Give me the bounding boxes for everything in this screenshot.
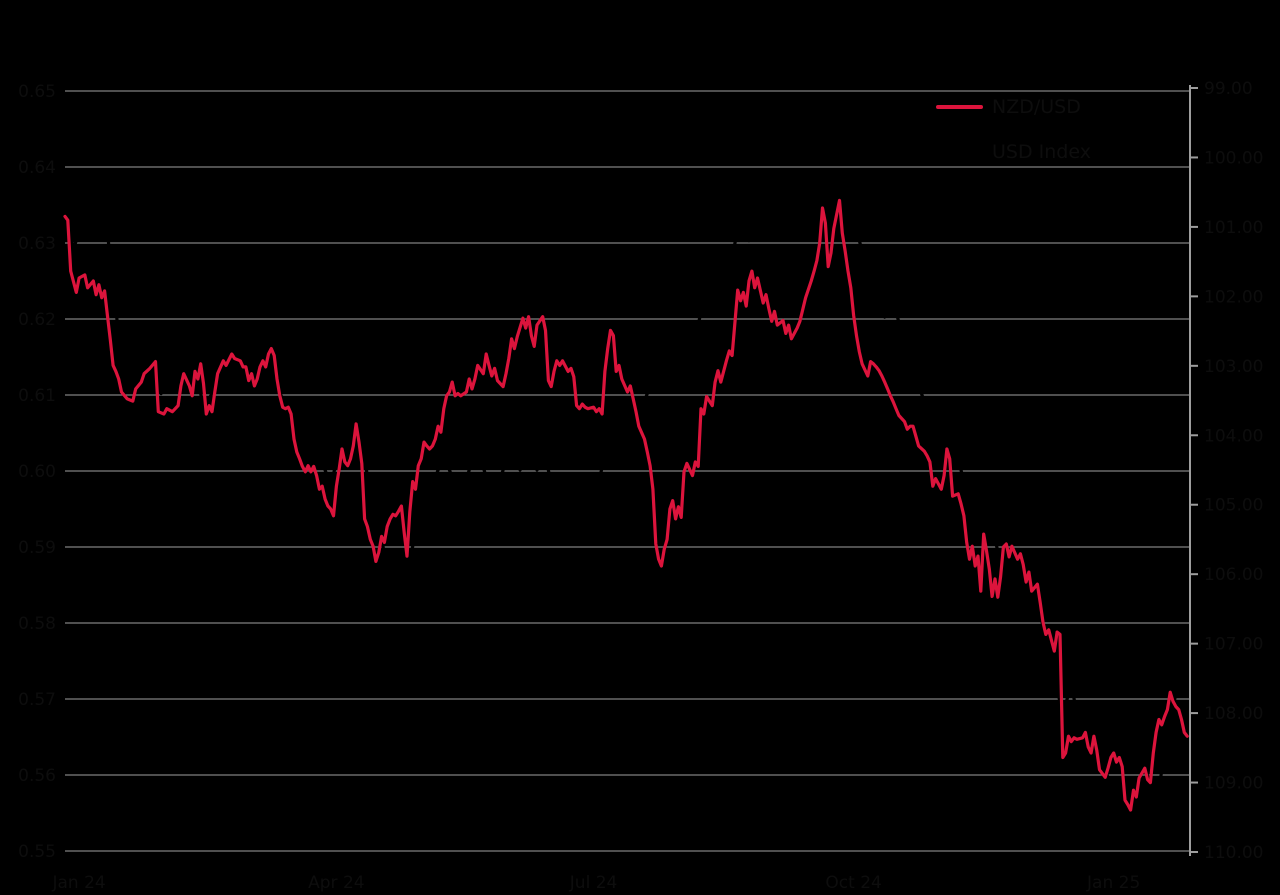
y-axis-left-tick-label: 0.55: [18, 842, 56, 862]
y-axis-right-tick-label: 102.00: [1204, 287, 1263, 307]
y-axis-right-tick-label: 101.00: [1204, 218, 1263, 238]
x-axis-tick-label: Jan 24: [52, 873, 106, 893]
y-axis-left-tick-label: 0.63: [18, 234, 56, 254]
y-axis-right-tick-label: 99.00: [1204, 79, 1253, 99]
y-axis-left-tick-label: 0.58: [18, 614, 56, 634]
legend-item-nzdusd: NZD/USD: [936, 84, 1091, 129]
series-line-usd-index: [63, 169, 1189, 847]
x-axis-tick-label: Jan 25: [1086, 873, 1140, 893]
y-axis-left-tick-label: 0.57: [18, 690, 56, 710]
legend-label-nzdusd: NZD/USD: [992, 95, 1081, 118]
y-axis-left-tick-label: 0.60: [18, 462, 56, 482]
y-axis-right-tick-label: 106.00: [1204, 565, 1263, 585]
y-axis-right-tick-label: 103.00: [1204, 357, 1263, 377]
y-axis-left-tick-label: 0.65: [18, 82, 56, 102]
x-axis-tick-label: Apr 24: [308, 873, 364, 893]
y-axis-right-tick-label: 105.00: [1204, 496, 1263, 516]
legend-label-usd-index: USD Index: [992, 140, 1091, 163]
y-axis-right-tick-label: 104.00: [1204, 426, 1263, 446]
series-line-nzd-usd: [63, 198, 1189, 812]
y-axis-right-tick-label: 108.00: [1204, 704, 1263, 724]
y-axis-right-tick-label: 109.00: [1204, 774, 1263, 794]
y-axis-left-tick-label: 0.61: [18, 386, 56, 406]
legend-item-usd-index: USD Index: [936, 129, 1091, 174]
y-axis-left-tick-label: 0.62: [18, 310, 56, 330]
legend-line-sample-nzdusd: [936, 104, 983, 109]
y-axis-right-tick-label: 110.00: [1204, 843, 1263, 863]
y-axis-right-tick-label: 107.00: [1204, 635, 1263, 655]
y-axis-left-tick-label: 0.59: [18, 538, 56, 558]
y-axis-left-tick-label: 0.64: [18, 158, 56, 178]
legend-line-sample-usd-index: [936, 149, 983, 154]
x-axis-tick-label: Jul 24: [569, 873, 618, 893]
legend: NZD/USD USD Index: [936, 84, 1091, 174]
x-axis-tick-label: Oct 24: [825, 873, 881, 893]
y-axis-left-tick-label: 0.56: [18, 766, 56, 786]
y-axis-right-tick-label: 100.00: [1204, 148, 1263, 168]
